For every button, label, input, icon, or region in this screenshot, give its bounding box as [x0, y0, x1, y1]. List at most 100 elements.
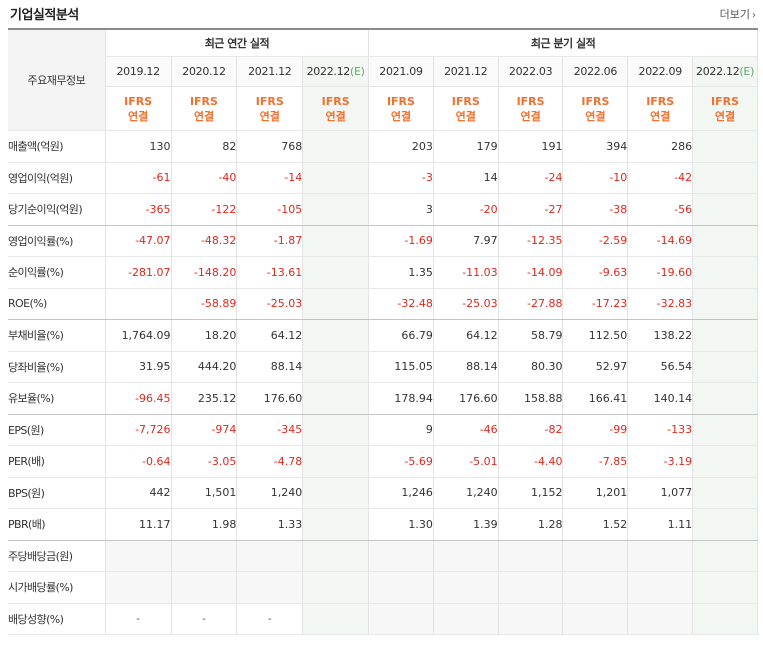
- table-row: 당좌비율(%) 31.95 444.20 88.14 115.05 88.14 80.30 5…: [8, 351, 758, 383]
- consolidated-label: 연결: [128, 109, 149, 123]
- ifrs-label: IFRS: [386, 94, 415, 108]
- data-cell: -10: [562, 162, 629, 194]
- data-cell: [692, 288, 758, 320]
- data-cell: -99: [562, 414, 629, 446]
- ifrs-badge: IFRS 연결: [498, 86, 564, 131]
- table-row: 당기순이익(억원) -365 -122 -105 3 -20 -27 -38 -56: [8, 193, 758, 226]
- data-cell: 1.11: [627, 508, 694, 541]
- data-cell: 56.54: [627, 351, 694, 383]
- data-cell: 442: [105, 477, 172, 509]
- table-row: PBR(배) 11.17 1.98 1.33 1.30 1.39 1.28 1.52 1.11: [8, 508, 758, 541]
- ifrs-label: IFRS: [124, 94, 153, 108]
- data-cell: [302, 603, 370, 635]
- row-label: EPS(원): [8, 414, 106, 446]
- consolidated-label: 연결: [455, 109, 476, 123]
- data-cell: 191: [498, 130, 564, 163]
- data-cell: [692, 319, 758, 352]
- data-cell: [302, 382, 370, 415]
- data-cell: [692, 445, 758, 478]
- data-cell: 115.05: [368, 351, 434, 383]
- table-row: 시가배당률(%): [8, 571, 758, 604]
- period-label: 2022.09: [638, 65, 683, 78]
- table-row: 주당배당금(원): [8, 540, 758, 572]
- ifrs-label: IFRS: [581, 94, 610, 108]
- data-cell: [302, 193, 370, 226]
- table-row: 순이익률(%) -281.07 -148.20 -13.61 1.35 -11.03 -14…: [8, 256, 758, 289]
- data-cell: -365: [105, 193, 172, 226]
- data-cell: -105: [236, 193, 304, 226]
- annual-period-header: 2022.12(E): [302, 56, 370, 87]
- data-cell: [562, 571, 629, 604]
- data-cell: 1,240: [433, 477, 499, 509]
- consolidated-label: 연결: [325, 109, 346, 123]
- data-cell: -56: [627, 193, 694, 226]
- data-cell: 1,246: [368, 477, 434, 509]
- data-cell: 140.14: [627, 382, 694, 415]
- ifrs-label: IFRS: [516, 94, 545, 108]
- data-cell: 14: [433, 162, 499, 194]
- data-cell: 52.97: [562, 351, 629, 383]
- data-cell: -133: [627, 414, 694, 446]
- data-cell: [433, 603, 499, 635]
- data-cell: [302, 130, 370, 163]
- data-cell: -61: [105, 162, 172, 194]
- data-cell: -3: [368, 162, 434, 194]
- annual-period-header: 2019.12: [105, 56, 172, 87]
- data-cell: -32.48: [368, 288, 434, 320]
- consolidated-label: 연결: [650, 109, 671, 123]
- data-cell: 138.22: [627, 319, 694, 352]
- data-cell: -345: [236, 414, 304, 446]
- more-link[interactable]: 더보기 ›: [720, 6, 756, 22]
- data-cell: -27.88: [498, 288, 564, 320]
- data-cell: [692, 193, 758, 226]
- data-cell: 203: [368, 130, 434, 163]
- data-cell: [171, 571, 238, 604]
- ifrs-label: IFRS: [711, 94, 740, 108]
- annual-period-header: 2021.12: [236, 56, 304, 87]
- row-label: 시가배당률(%): [8, 571, 106, 604]
- data-cell: 1.35: [368, 256, 434, 289]
- section-title: 기업실적분석: [10, 8, 79, 23]
- data-cell: -1.87: [236, 225, 304, 257]
- table-row: PER(배) -0.64 -3.05 -4.78 -5.69 -5.01 -4.40 -7.8…: [8, 445, 758, 478]
- data-cell: [105, 288, 172, 320]
- financial-performance-table: 주요재무정보 최근 연간 실적 최근 분기 실적 2019.12 2020.12 2…: [8, 28, 758, 635]
- data-cell: -2.59: [562, 225, 629, 257]
- data-cell: 1.30: [368, 508, 434, 541]
- consolidated-label: 연결: [520, 109, 541, 123]
- data-cell: -40: [171, 162, 238, 194]
- data-cell: -48.32: [171, 225, 238, 257]
- data-cell: -14.69: [627, 225, 694, 257]
- data-cell: -9.63: [562, 256, 629, 289]
- data-cell: 1,240: [236, 477, 304, 509]
- data-cell: [302, 540, 370, 572]
- table-row: 배당성향(%) - - -: [8, 603, 758, 635]
- row-label: 유보율(%): [8, 382, 106, 415]
- data-cell: 166.41: [562, 382, 629, 415]
- quarter-group-header: 최근 분기 실적: [368, 29, 758, 57]
- data-cell: 1.28: [498, 508, 564, 541]
- data-cell: -4.78: [236, 445, 304, 478]
- row-label: 부채비율(%): [8, 319, 106, 352]
- data-cell: [627, 603, 694, 635]
- data-cell: 112.50: [562, 319, 629, 352]
- data-cell: -19.60: [627, 256, 694, 289]
- row-label: 주당배당금(원): [8, 540, 106, 572]
- ifrs-badge: IFRS 연결: [236, 86, 304, 131]
- data-cell: -11.03: [433, 256, 499, 289]
- data-cell: [692, 477, 758, 509]
- quarter-period-header: 2021.09: [368, 56, 434, 87]
- data-cell: -42: [627, 162, 694, 194]
- data-cell: 88.14: [433, 351, 499, 383]
- data-cell: -38: [562, 193, 629, 226]
- data-cell: 80.30: [498, 351, 564, 383]
- more-label[interactable]: 더보기: [719, 8, 750, 21]
- data-cell: [692, 508, 758, 541]
- data-cell: [562, 540, 629, 572]
- table-row: 영업이익률(%) -47.07 -48.32 -1.87 -1.69 7.97 -12.35…: [8, 225, 758, 257]
- data-cell: [302, 162, 370, 194]
- period-label: 2022.03: [508, 65, 553, 78]
- row-label: 영업이익률(%): [8, 225, 106, 257]
- data-cell: [498, 571, 564, 604]
- data-cell: [692, 414, 758, 446]
